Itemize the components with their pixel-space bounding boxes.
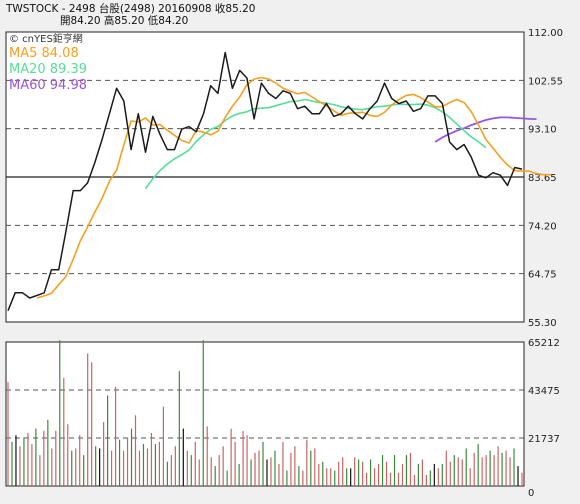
legend-ma5: MA5 84.08 [9,46,79,61]
volume-tick-label: 43475 [528,386,560,397]
price-tick-label: 74.20 [528,221,557,232]
legend-ma60: MA60 94.98 [9,78,87,93]
volume-tick-label: 65212 [528,338,560,349]
price-tick-label: 112.00 [528,28,563,39]
ma20-series-line [144,98,487,189]
price-series-lines [7,51,551,311]
volume-axis-ticks: 65212 43475 21737 0 [528,338,560,499]
volume-tick-label: 21737 [528,434,560,445]
volume-tick-label: 0 [528,488,534,499]
header-quote-line1: TWSTOCK - 2498 台股(2498) 20160908 收85.20 [5,2,255,15]
copyright-label: © cnYES鉅亨網 [9,32,83,45]
price-gridlines [6,79,524,275]
price-tick-label: 55.30 [528,318,557,329]
volume-bars [7,340,523,486]
price-tick-label: 83.65 [528,173,557,184]
legend-ma20: MA20 89.39 [9,62,87,77]
price-tick-label: 102.55 [528,76,563,87]
chart-legend: © cnYES鉅亨網 MA5 84.08 MA20 89.39 MA60 94.… [9,32,87,93]
price-series-line [7,51,523,311]
ma60-series-line [434,116,537,143]
ma5-series-line [36,76,551,299]
volume-panel [5,341,525,487]
price-tick-label: 64.75 [528,270,557,281]
header-quote-line2: 開84.20 高85.20 低84.20 [60,14,188,27]
price-axis-ticks: 112.00 102.55 93.10 83.65 74.20 64.75 55.30 [528,28,563,329]
price-tick-label: 93.10 [528,125,557,136]
